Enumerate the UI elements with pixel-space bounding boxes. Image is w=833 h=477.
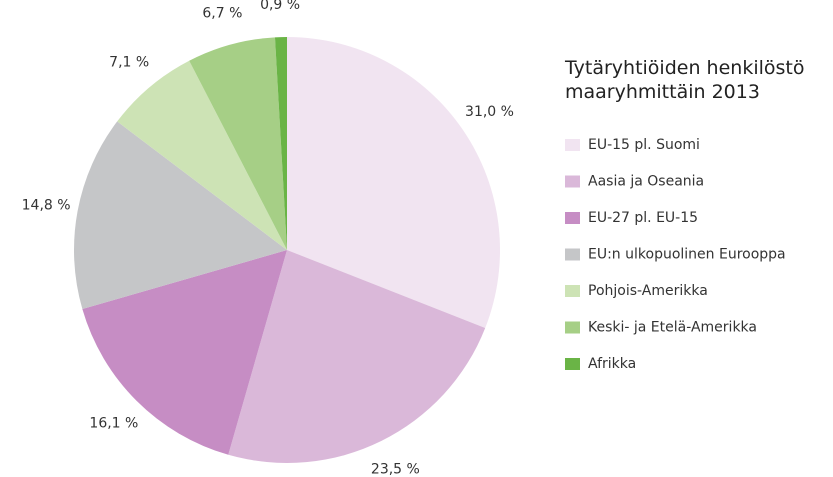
legend-swatch xyxy=(565,248,580,261)
data-label: 16,1 % xyxy=(89,415,138,431)
data-label: 0,9 % xyxy=(260,0,300,13)
legend-swatch xyxy=(565,285,580,297)
legend-label: Pohjois-Amerikka xyxy=(588,283,708,299)
pie-slice xyxy=(117,60,287,250)
legend-swatch xyxy=(565,358,580,370)
legend-title: Tytäryhtiöiden henkilöstö maaryhmittäin … xyxy=(565,57,805,103)
pie-slice xyxy=(82,250,288,455)
legend-swatch xyxy=(565,321,580,334)
pie-slice xyxy=(74,121,288,310)
legend-label: EU:n ulkopuolinen Eurooppa xyxy=(588,247,786,263)
data-label: 7,1 % xyxy=(109,55,149,71)
legend-swatch xyxy=(565,139,580,151)
legend-swatch xyxy=(565,175,580,188)
data-label: 6,7 % xyxy=(202,6,242,22)
pie-slice xyxy=(287,37,500,329)
pie-slice xyxy=(274,37,287,250)
legend-label: Aasia ja Oseania xyxy=(588,174,704,190)
data-label: 14,8 % xyxy=(22,197,71,213)
legend-label: Afrikka xyxy=(588,356,636,372)
legend-label: EU-15 pl. Suomi xyxy=(588,137,700,153)
legend-label: EU-27 pl. EU-15 xyxy=(588,210,698,226)
pie-slice xyxy=(228,250,486,463)
legend-swatch xyxy=(565,212,580,224)
data-label: 23,5 % xyxy=(371,462,420,477)
pie-slice xyxy=(189,37,287,251)
data-label: 31,0 % xyxy=(465,104,514,120)
legend-label: Keski- ja Etelä-Amerikka xyxy=(588,320,757,336)
